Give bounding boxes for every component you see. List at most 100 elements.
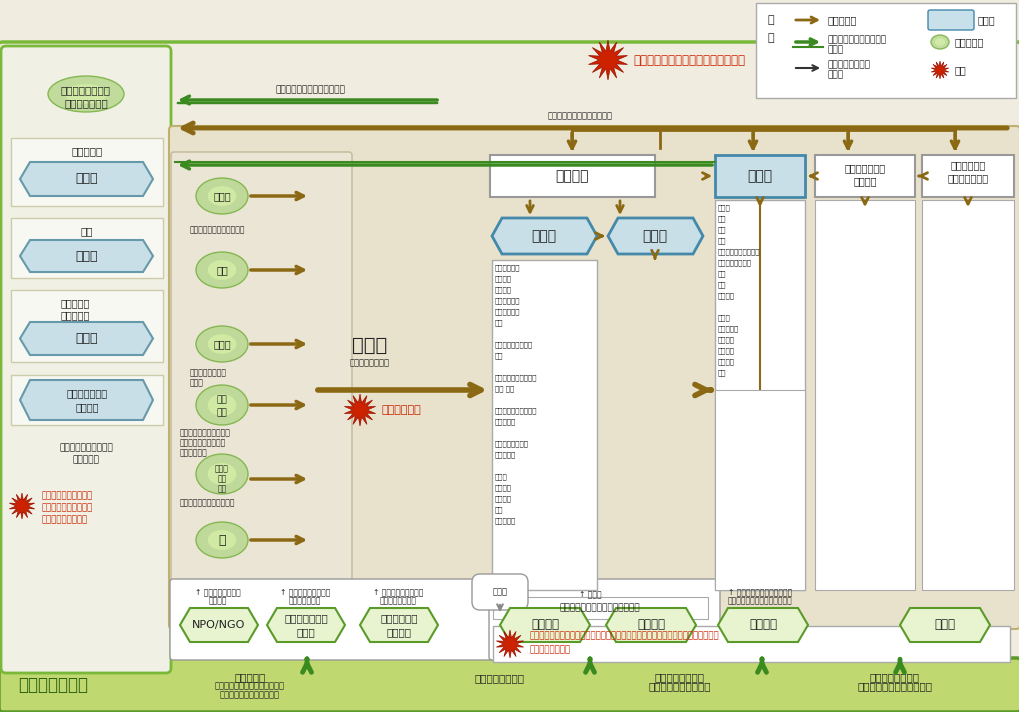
Text: 人材、科学的知見: 人材、科学的知見 [379, 596, 416, 605]
Text: 二酸化炭素など温室効果ガス: 二酸化炭素など温室効果ガス [275, 85, 344, 94]
FancyBboxPatch shape [1, 46, 171, 673]
Text: 地域社会への影響: 地域社会への影響 [530, 646, 571, 654]
Text: 鉄鉱石、貴金属、岩石、: 鉄鉱石、貴金属、岩石、 [179, 428, 230, 437]
Text: 研究機関: 研究機関 [386, 627, 411, 637]
Text: 鉱物: 鉱物 [216, 395, 227, 404]
Text: 資材等: 資材等 [492, 587, 507, 597]
Ellipse shape [196, 178, 248, 214]
Text: ↑ 生物多様性に関する資金・: ↑ 生物多様性に関する資金・ [728, 588, 792, 597]
Bar [11, 138, 163, 206]
Polygon shape [20, 162, 153, 196]
Polygon shape [20, 322, 153, 355]
Text: 運　搬: 運 搬 [352, 335, 387, 355]
Text: 旅屋: 旅屋 [717, 270, 726, 276]
Ellipse shape [48, 76, 124, 112]
Ellipse shape [196, 522, 248, 558]
Text: 魚屋: 魚屋 [717, 237, 726, 244]
Text: プラスチック、ゴム、: プラスチック、ゴム、 [494, 407, 537, 414]
Polygon shape [20, 380, 153, 420]
Text: 本屋: 本屋 [717, 281, 726, 288]
Bar [921, 155, 1013, 197]
Bar [492, 597, 707, 619]
Text: 海洋　沿岸: 海洋 沿岸 [60, 310, 90, 320]
Polygon shape [344, 394, 375, 426]
Text: 市場など: 市場など [554, 169, 588, 183]
Ellipse shape [934, 38, 944, 46]
Polygon shape [588, 40, 627, 80]
Text: 文房具屋: 文房具屋 [717, 292, 735, 298]
Text: 金融業等: 金融業等 [748, 619, 776, 632]
Ellipse shape [930, 35, 948, 49]
Text: 情報、情報基盤: 情報、情報基盤 [288, 596, 321, 605]
Text: NPO/NGO: NPO/NGO [193, 620, 246, 630]
Polygon shape [605, 608, 695, 642]
Text: 地球温暖化による生物多様性の危機: 地球温暖化による生物多様性の危機 [633, 53, 744, 66]
Polygon shape [179, 608, 258, 642]
Text: 電化製品: 電化製品 [494, 484, 512, 491]
Bar [755, 3, 1015, 98]
Text: 農地　草地: 農地 草地 [71, 146, 103, 156]
Text: 漁　業: 漁 業 [75, 332, 98, 345]
Text: 建築物等による敷地の利用、水質汚染、廃棄物の処分等による周辺を含む生態系や: 建築物等による敷地の利用、水質汚染、廃棄物の処分等による周辺を含む生態系や [530, 632, 719, 641]
Text: 鉄鋼、アルミニウム: 鉄鋼、アルミニウム [494, 341, 533, 347]
FancyBboxPatch shape [0, 658, 1019, 712]
Text: ↑ 生物多様性に関する: ↑ 生物多様性に関する [279, 588, 330, 597]
Text: 水: 水 [218, 533, 225, 547]
FancyBboxPatch shape [488, 579, 719, 660]
Text: 電気屋: 電気屋 [717, 314, 730, 320]
Text: 自然災害からの保護等: 自然災害からの保護等 [648, 681, 710, 691]
Text: 例: 例 [767, 33, 773, 43]
Text: セメントなど: セメントなど [179, 448, 208, 457]
Bar [814, 200, 914, 590]
Text: 八百屋: 八百屋 [717, 204, 730, 211]
Text: 肉屋: 肉屋 [717, 215, 726, 221]
Text: マスメディア・: マスメディア・ [284, 613, 327, 623]
Text: ガソリン等: ガソリン等 [494, 451, 516, 458]
Text: 森林: 森林 [81, 226, 93, 236]
Text: 自然の恵み: 自然の恵み [72, 456, 99, 464]
Polygon shape [496, 630, 523, 658]
Text: 木材: 木材 [216, 265, 227, 275]
Text: 船舶、自動車など: 船舶、自動車など [350, 359, 389, 367]
Text: など: など [717, 369, 726, 376]
Text: ↑ 生物多様性に関する: ↑ 生物多様性に関する [373, 588, 423, 597]
Text: 精密機器: 精密機器 [494, 495, 512, 502]
Text: や地域社会への影響: や地域社会への影響 [42, 515, 88, 525]
Text: 凡: 凡 [767, 15, 773, 25]
Polygon shape [899, 608, 989, 642]
Bar [814, 155, 914, 197]
Text: ント など: ント など [494, 385, 514, 392]
FancyBboxPatch shape [927, 10, 973, 30]
Text: 学校・大学・: 学校・大学・ [380, 613, 418, 623]
Bar [11, 218, 163, 278]
Text: ↑ パートナーシップ: ↑ パートナーシップ [195, 588, 240, 597]
Text: 不動産業: 不動産業 [531, 619, 558, 632]
Text: 養殖も: 養殖も [190, 378, 204, 387]
Text: 医薬品、化粧品、: 医薬品、化粧品、 [494, 440, 529, 446]
Text: 湖　　河川: 湖 河川 [60, 298, 90, 308]
Text: デパート: デパート [717, 347, 735, 354]
Ellipse shape [196, 454, 248, 494]
Text: 化学薬品等: 化学薬品等 [494, 418, 516, 424]
Ellipse shape [65, 84, 107, 104]
Text: 旅館・ホテル等: 旅館・ホテル等 [66, 388, 107, 398]
Bar [491, 260, 596, 590]
Text: リサイクル・: リサイクル・ [950, 160, 984, 170]
Text: パルプ・紙等: パルプ・紙等 [494, 308, 520, 315]
Bar [489, 155, 654, 197]
Text: 廃棄物業者など: 廃棄物業者など [947, 173, 987, 183]
Text: 陶磁器・ガラス・セメ: 陶磁器・ガラス・セメ [494, 374, 537, 381]
Text: 酒屋: 酒屋 [717, 226, 726, 233]
Ellipse shape [208, 334, 236, 354]
Polygon shape [360, 608, 437, 642]
Text: 自然災害の脅威と: 自然災害の脅威と [654, 672, 704, 682]
Text: 人間の健康・自己治癒力等: 人間の健康・自己治癒力等 [857, 681, 931, 691]
Polygon shape [9, 493, 35, 519]
Text: 農産物: 農産物 [213, 191, 230, 201]
Text: 外来種の移動: 外来種の移動 [382, 405, 421, 415]
Text: 自然の叡智: 自然の叡智 [234, 672, 265, 682]
Text: 国内外の生態系: 国内外の生態系 [18, 676, 88, 694]
Text: 通信等: 通信等 [297, 627, 315, 637]
Text: 病院等: 病院等 [933, 619, 955, 632]
Text: 資源: 資源 [216, 409, 227, 417]
